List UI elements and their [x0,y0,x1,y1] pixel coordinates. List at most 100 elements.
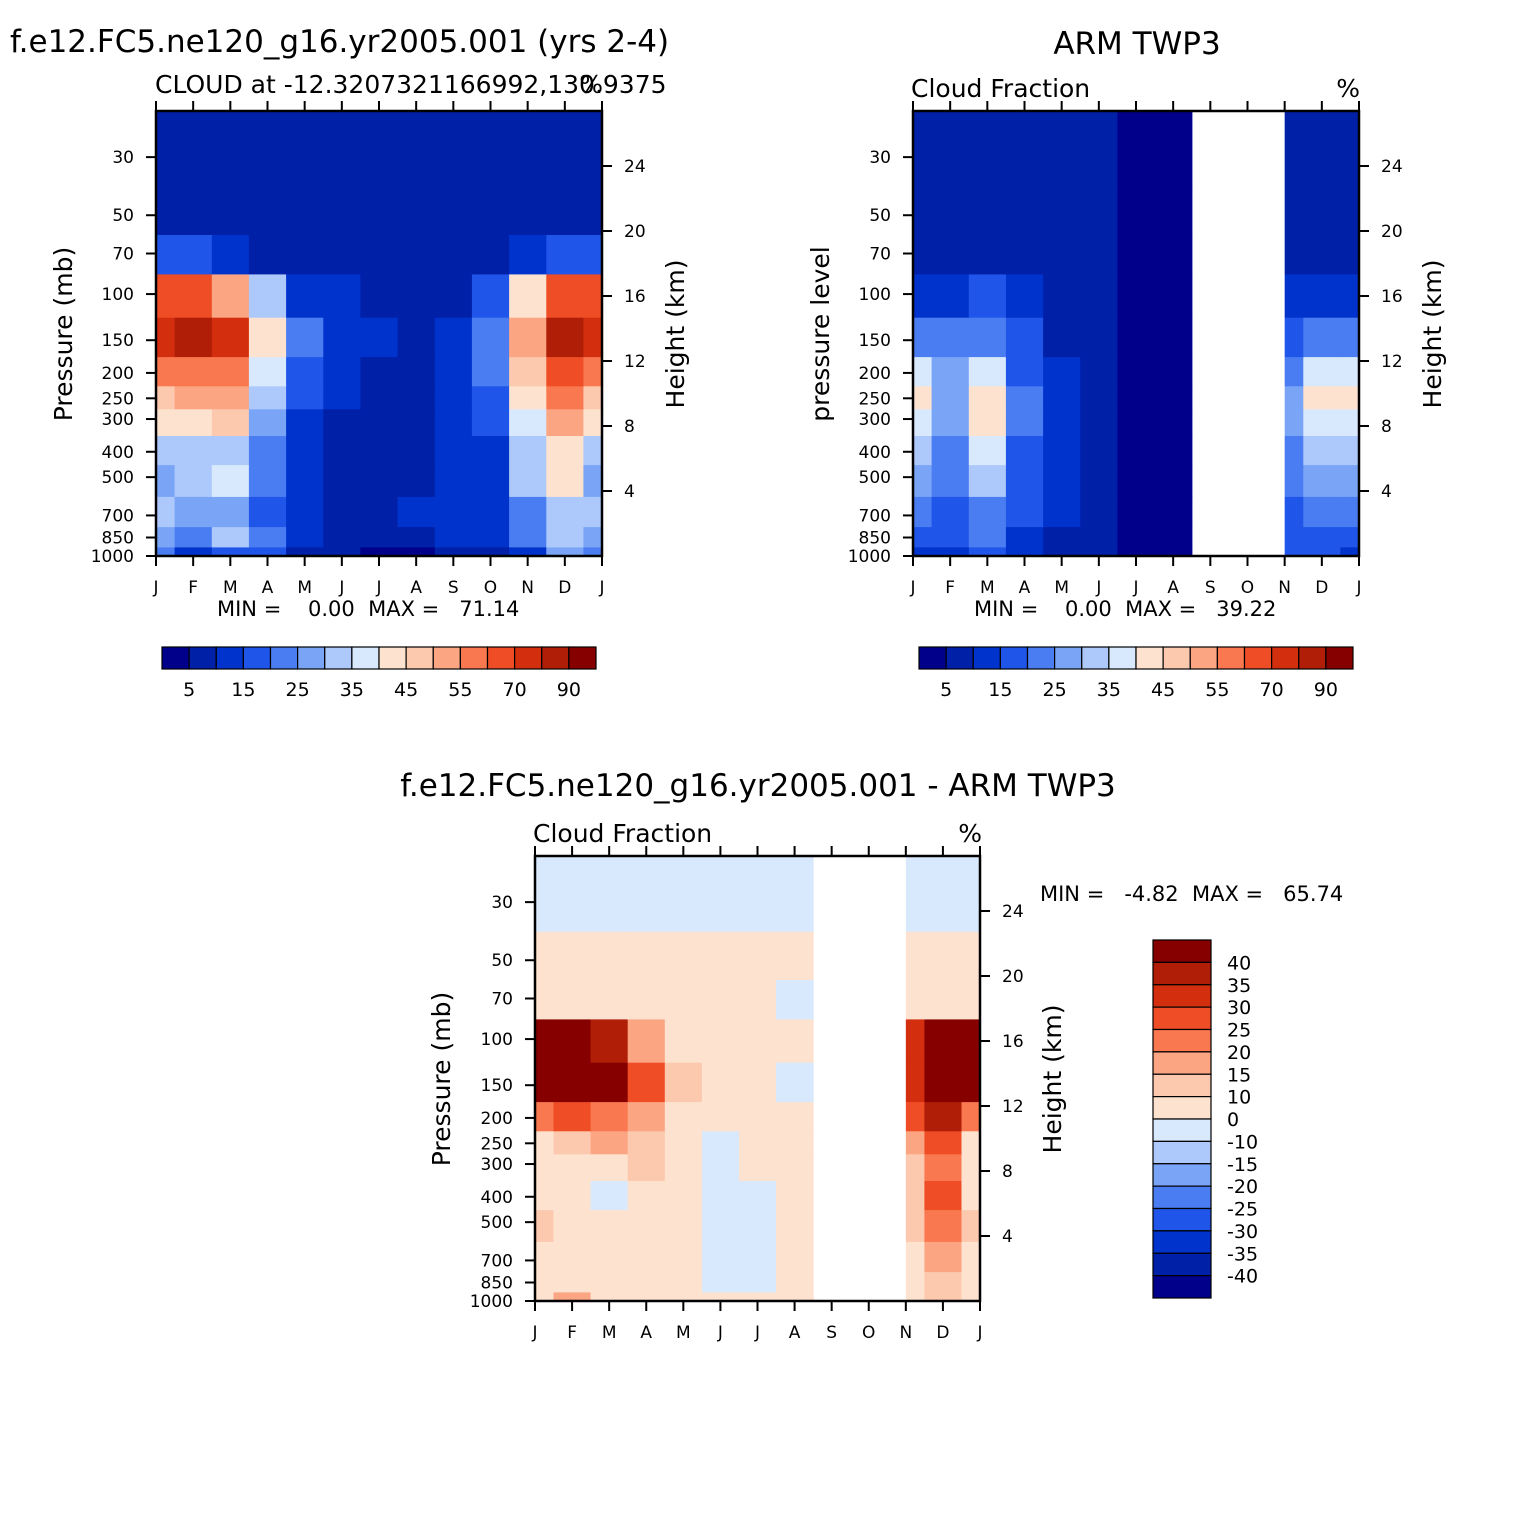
heatmap-cell [776,1271,814,1293]
colorbar-box [1152,939,1212,963]
heatmap-cell [323,234,362,275]
heatmap-cell [509,356,547,387]
heatmap-cell [248,435,287,466]
colorbar-label: 70 [1260,679,1284,701]
y-tick-label: 70 [491,990,513,1010]
heatmap-cell [1005,526,1044,548]
heatmap-cell [961,1291,981,1302]
heatmap-cell [1080,464,1119,497]
heatmap-cell [174,111,213,187]
y2-tick-label: 12 [1381,352,1403,372]
heatmap-cell [701,1291,740,1302]
heatmap-cell [776,1180,814,1211]
panel-diff-y2-label: Height (km) [1038,1005,1067,1154]
heatmap-cell [1043,385,1081,410]
heatmap-cell [968,273,1007,318]
heatmap-cell [1303,317,1342,358]
heatmap-cell [1266,546,1304,557]
colorbar-label: 15 [988,679,1012,701]
x-tick-label: A [1019,578,1031,598]
heatmap-cell [248,526,287,548]
heatmap-cell [174,526,213,548]
heatmap-cell [286,496,324,528]
colorbar-box [1152,1073,1212,1098]
heatmap-cell [174,317,213,358]
heatmap-cell [627,1130,666,1155]
colorbar-label: 25 [286,679,310,701]
colorbar-box [1152,961,1212,986]
heatmap-cell [546,186,585,235]
heatmap-cell [1080,234,1119,275]
y2-tick-label: 20 [624,222,646,242]
x-tick-label: F [188,578,198,598]
heatmap-cell [397,317,436,358]
heatmap-cell [1080,526,1119,548]
heatmap-cell [174,496,213,528]
x-tick-label: J [531,1323,537,1343]
colorbar-box [1054,646,1083,670]
x-tick-label: F [567,1323,577,1343]
y2-tick-label: 12 [1002,1097,1024,1117]
heatmap-cell [913,408,933,436]
heatmap-cell [553,1271,592,1293]
heatmap-cell [961,856,981,932]
heatmap-cell [961,1130,981,1155]
y-tick-label: 700 [102,506,134,526]
colorbar-box [945,646,974,670]
heatmap-cell [1043,317,1081,358]
heatmap-cell [590,1271,629,1293]
heatmap-cell [701,979,740,1020]
heatmap-cell [248,464,287,497]
heatmap-cell [1154,435,1193,466]
heatmap-cell [924,856,963,932]
heatmap-cell [471,234,510,275]
heatmap-cell [360,546,399,557]
heatmap-cell [590,1018,629,1063]
heatmap-cell [1005,435,1044,466]
y-tick-label: 300 [859,410,891,430]
heatmap-cell [535,1018,555,1063]
heatmap-cell [1043,111,1081,187]
y2-tick-label: 16 [1381,287,1403,307]
heatmap-cell [913,186,933,235]
heatmap-cell [286,385,324,410]
heatmap-cell [961,1209,981,1242]
heatmap-cell [471,435,510,466]
heatmap-cell [1005,464,1044,497]
y-tick-label: 500 [859,468,891,488]
panel-diff: f.e12.FC5.ne120_g16.yr2005.001 - ARM TWP… [400,768,1343,1343]
heatmap-cell [248,496,287,528]
heatmap-cell [248,385,287,410]
heatmap-cell [583,385,603,410]
heatmap-cell [887,1291,925,1302]
heatmap-cell [434,111,473,187]
heatmap-cell [739,979,777,1020]
colorbar-box [297,646,326,670]
heatmap-cell [776,931,814,980]
heatmap-cell [434,546,473,557]
colorbar-box [1152,1207,1212,1232]
heatmap-cell [535,1241,555,1273]
heatmap-cell [739,1062,777,1103]
heatmap-cell [590,1241,629,1273]
heatmap-cell [471,408,510,436]
heatmap-cell [546,385,585,410]
colorbar-box [1152,1185,1212,1210]
heatmap-cell [701,1209,740,1242]
heatmap-cell [739,931,777,980]
heatmap-cell [546,356,585,387]
panel-obs-subtitle: Cloud Fraction [911,74,1090,103]
heatmap-cell [664,931,703,980]
colorbar-box [161,646,190,670]
heatmap-cell [1080,186,1119,235]
heatmap-cell [1005,408,1044,436]
heatmap-cell [664,979,703,1020]
y-tick-label: 1000 [91,547,134,567]
y-tick-label: 300 [102,410,134,430]
heatmap-cell [968,356,1007,387]
panel-model: f.e12.FC5.ne120_g16.yr2005.001 (yrs 2-4)… [10,24,690,701]
colorbar-box [541,646,570,670]
heatmap-cell [1005,356,1044,387]
panel-obs-y-label: pressure level [806,246,835,421]
colorbar-box [1152,1163,1212,1187]
